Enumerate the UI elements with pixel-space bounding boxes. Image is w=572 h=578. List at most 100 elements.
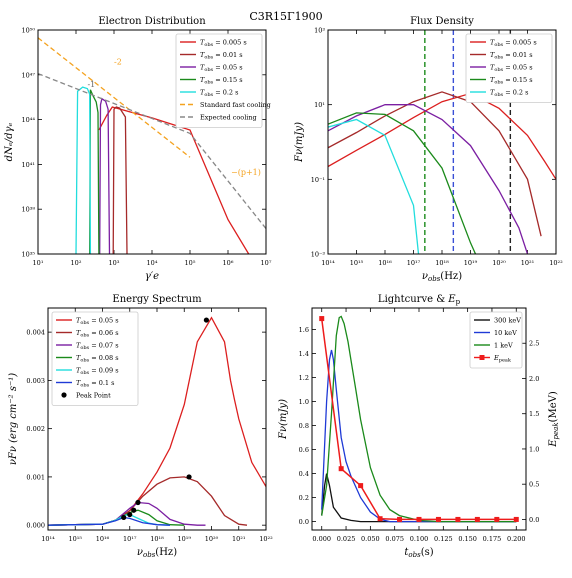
- legend-box: [51, 311, 139, 406]
- x-tick-label: 10¹⁹: [464, 259, 478, 267]
- x-tick-label: 10⁷: [261, 259, 272, 267]
- legend-label: Tobs = 0.15 s: [490, 76, 533, 86]
- y-axis-label: dNₑ/dγₑ: [4, 123, 15, 162]
- epeak-marker: [397, 516, 403, 522]
- y2-tick-label: 0.0: [529, 516, 539, 524]
- y2-tick-label: 2.0: [529, 375, 539, 383]
- legend-label: Tobs = 0.005 s: [200, 39, 247, 49]
- x-axis-label: νobs(Hz): [422, 271, 462, 283]
- x-tick-label: 10³: [109, 259, 120, 267]
- x-tick-label: 10¹⁴: [321, 259, 335, 267]
- x-tick-label: 10¹⁹: [178, 535, 192, 543]
- peak-point: [131, 507, 137, 513]
- y-tick-label: 0.4: [299, 470, 309, 478]
- legend-box: [469, 311, 523, 369]
- axes-frame: [327, 29, 557, 255]
- y-tick-label: 0.002: [26, 425, 45, 433]
- legend-label: Tobs = 0.2 s: [200, 89, 238, 99]
- y-tick-label: 10³⁵: [22, 251, 36, 259]
- epeak-marker: [494, 516, 500, 522]
- plot-area: [319, 315, 519, 523]
- y2-tick-label: 1.0: [529, 445, 539, 453]
- legend-label: Tobs = 0.2 s: [490, 89, 528, 99]
- panel-flux: Flux Density 10¹⁴ 10¹⁵ 10¹⁶ 10¹⁷ 10¹⁸ 10¹⁹ 10²⁰…: [294, 16, 563, 283]
- legend-label: Tobs = 0.05 s: [76, 317, 119, 327]
- series-line-4: [328, 118, 420, 254]
- legend-label: Tobs = 0.06 s: [76, 329, 119, 339]
- series-line-3: [328, 112, 477, 254]
- y-tick-label: 0.8: [299, 422, 309, 430]
- peak-point: [127, 511, 133, 518]
- epeak-marker: [513, 516, 519, 522]
- y-tick-label: 0.2: [299, 494, 309, 502]
- series-line-5: [38, 37, 191, 158]
- series-line-2: [328, 104, 529, 254]
- legend-label: Tobs = 0.09 s: [76, 367, 119, 377]
- peak-point: [186, 474, 192, 480]
- y-tick-label: 1.0: [299, 398, 309, 406]
- legend-box: [465, 33, 553, 103]
- y-tick-label: 1.4: [299, 350, 309, 358]
- x-tick-label: 0.125: [434, 535, 453, 543]
- series-line-0: [328, 92, 556, 180]
- legend: 300 keV 10 keV 1 keV Epeak: [469, 311, 523, 369]
- plot-area: [48, 316, 266, 526]
- x-tick-label: 10¹⁸: [435, 259, 449, 267]
- plot-area: [328, 91, 556, 254]
- panel-lightcurve: Lightcurve & Ep 0.000 0.025 0.050 0.075 0.100…: [278, 294, 560, 559]
- annotation-label: -2: [114, 57, 122, 66]
- series-line-4: [75, 86, 92, 254]
- y-axis-label: νFν (erg cm⁻² s⁻¹): [8, 373, 19, 465]
- series-line-5: [48, 516, 171, 526]
- x-axis-label: tobs(s): [404, 547, 433, 559]
- y-tick-label: 10⁴¹: [22, 161, 36, 169]
- legend-label: 300 keV: [494, 317, 521, 325]
- y-tick-label: 1.6: [299, 326, 309, 334]
- legend-box: [175, 33, 263, 128]
- y2-axis-label: Epeak(MeV): [548, 391, 560, 448]
- x-tick-label: 0.000: [312, 535, 331, 543]
- legend-label: Tobs = 0.05 s: [200, 64, 243, 74]
- y-tick-label: 10¹: [314, 101, 325, 109]
- legend-label: 1 keV: [494, 342, 513, 350]
- legend-label: Peak Point: [76, 392, 111, 400]
- x-tick-label: 0.100: [410, 535, 429, 543]
- series-line-6: [38, 72, 266, 230]
- y-tick-label: 10⁴⁴: [22, 116, 36, 124]
- y-tick-label: 0.000: [26, 522, 45, 530]
- series-line-3: [89, 89, 100, 254]
- x-tick-label: 10¹⁵: [69, 535, 83, 543]
- legend-label: Tobs = 0.01 s: [490, 51, 533, 61]
- x-tick-label: 0.175: [483, 535, 502, 543]
- panel-title: Energy Spectrum: [112, 294, 202, 305]
- y-tick-label: 10⁻³: [311, 251, 326, 259]
- x-tick-label: 10²¹: [521, 259, 535, 267]
- x-tick-label: 10¹⁶: [96, 535, 110, 543]
- figure-suptitle: C3R15Γ1900: [249, 10, 322, 23]
- y2-tick-label: 0.5: [529, 481, 539, 489]
- epeak-marker: [338, 466, 344, 472]
- y-tick-label: 10³: [314, 27, 325, 35]
- epeak-marker: [319, 316, 325, 322]
- y-tick-label: 1.2: [299, 374, 309, 382]
- legend-marker: [61, 392, 67, 398]
- legend: Tobs = 0.005 s Tobs = 0.01 s Tobs = 0.05 s…: [175, 33, 271, 128]
- x-tick-label: 10²²: [259, 535, 273, 543]
- y-tick-label: 0.0: [299, 518, 309, 526]
- annotation-label: −(p+1): [231, 168, 261, 177]
- y-tick-label: 10⁵⁰: [22, 27, 36, 35]
- panel-title: Lightcurve & Ep: [378, 294, 461, 306]
- series-line-1: [328, 91, 542, 237]
- legend-label: Tobs = 0.08 s: [76, 354, 119, 364]
- x-tick-label: 10¹⁷: [407, 259, 421, 267]
- series-line-1: [321, 349, 517, 523]
- x-tick-label: 10²⁰: [492, 259, 506, 267]
- legend-label: Standard fast cooling: [200, 101, 271, 109]
- peak-point: [121, 514, 127, 521]
- panel-electron: Electron Distribution 10¹ 10² 10³ 10⁴ 10⁵ 10⁶ 1…: [4, 16, 272, 282]
- axes-frame: [37, 29, 267, 255]
- series-line-3: [48, 509, 185, 526]
- y-tick-label: 0.001: [26, 473, 45, 481]
- x-tick-label: 0.025: [337, 535, 356, 543]
- series-line-1: [48, 476, 248, 526]
